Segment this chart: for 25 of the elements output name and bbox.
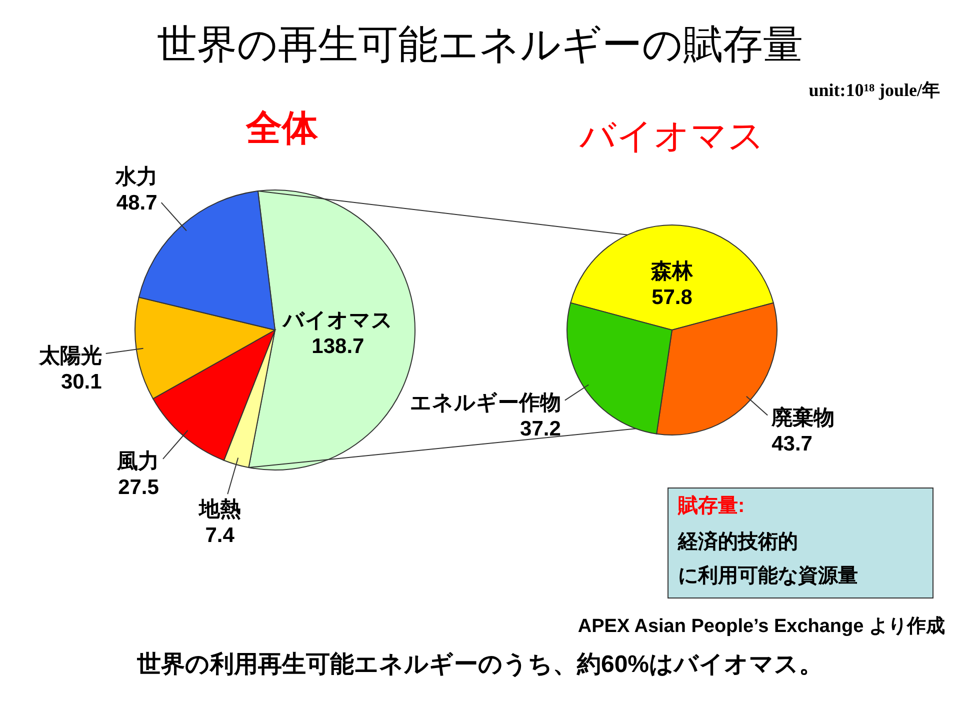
data-label: 57.8 (652, 286, 693, 309)
slice-label: バイオマス (282, 309, 393, 332)
slice-label: エネルギー作物 (410, 391, 561, 414)
data-label: 48.7 (116, 192, 158, 215)
text: unit:10¹⁸ joule/年 (808, 80, 940, 100)
data-label: 43.7 (772, 432, 812, 456)
chart-subtitle: 全体 (245, 107, 319, 148)
text: に利用可能な資源量 (678, 564, 858, 587)
chart-title: バイオマス (578, 115, 764, 156)
slice-label: 風力 (116, 450, 159, 473)
data-label: 37.2 (520, 417, 561, 440)
data-label: 30.1 (60, 370, 102, 394)
text: 世界の利用再生可能エネルギーのうち、約60%はバイオマス。 (136, 651, 824, 678)
data-label: 7.4 (205, 524, 235, 547)
text: 賦存量: (677, 495, 745, 517)
slice-label: 太陽光 (38, 344, 102, 368)
slice-label: 廃棄物 (770, 405, 835, 430)
text: APEX Asian People’s Exchange より作成 (578, 615, 945, 637)
chart-title: 世界の再生可能エネルギーの賦存量 (157, 23, 803, 67)
data-label: 27.5 (118, 476, 160, 499)
slice-label: 森林 (650, 260, 694, 283)
text: 経済的技術的 (677, 530, 798, 553)
slice-label: 地熱 (198, 498, 241, 521)
slice-label: 水力 (114, 166, 158, 189)
data-label: 138.7 (312, 335, 364, 358)
